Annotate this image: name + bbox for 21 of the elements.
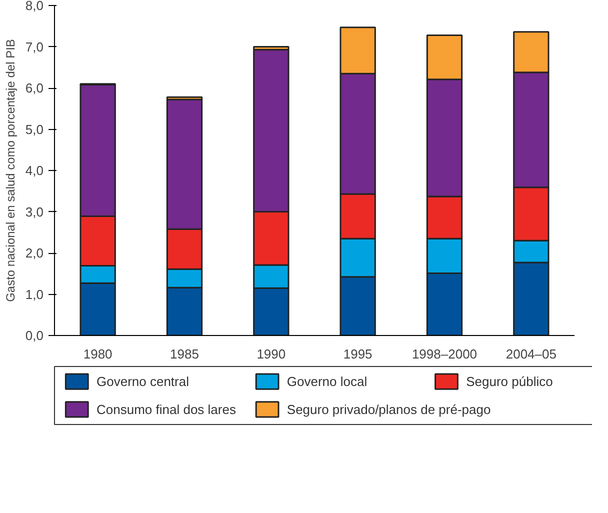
x-tick-label: 2004–05 <box>506 346 556 362</box>
legend-label: Seguro público <box>466 374 553 390</box>
y-tick-label: 4,0 <box>25 163 44 178</box>
x-tick-label: 1995 <box>343 346 372 362</box>
y-tick-label: 1,0 <box>25 286 44 302</box>
y-tick-label: 6,0 <box>25 80 44 96</box>
legend-label: Governo central <box>96 374 190 390</box>
legend-label: Seguro privado/planos de pré-pago <box>286 402 491 417</box>
y-tick-label: 8,0 <box>25 0 44 13</box>
y-tick-label: 5,0 <box>25 122 44 137</box>
y-tick-label: 3,0 <box>25 204 44 220</box>
y-tick-label: 0,0 <box>25 328 44 343</box>
legend-label: Governo local <box>286 374 368 390</box>
y-tick-label: 7,0 <box>25 39 44 54</box>
x-tick-label: 1980 <box>83 346 112 362</box>
y-tick-label: 2,0 <box>25 246 44 260</box>
x-tick-label: 1998–2000 <box>412 346 478 362</box>
x-tick-label: 1985 <box>170 346 199 362</box>
legend-label: Consumo final dos lares <box>96 402 236 417</box>
x-tick-label: 1990 <box>256 346 286 362</box>
y-axis-title: Gasto nacional en salud como porcentaje del PIB <box>3 39 18 302</box>
